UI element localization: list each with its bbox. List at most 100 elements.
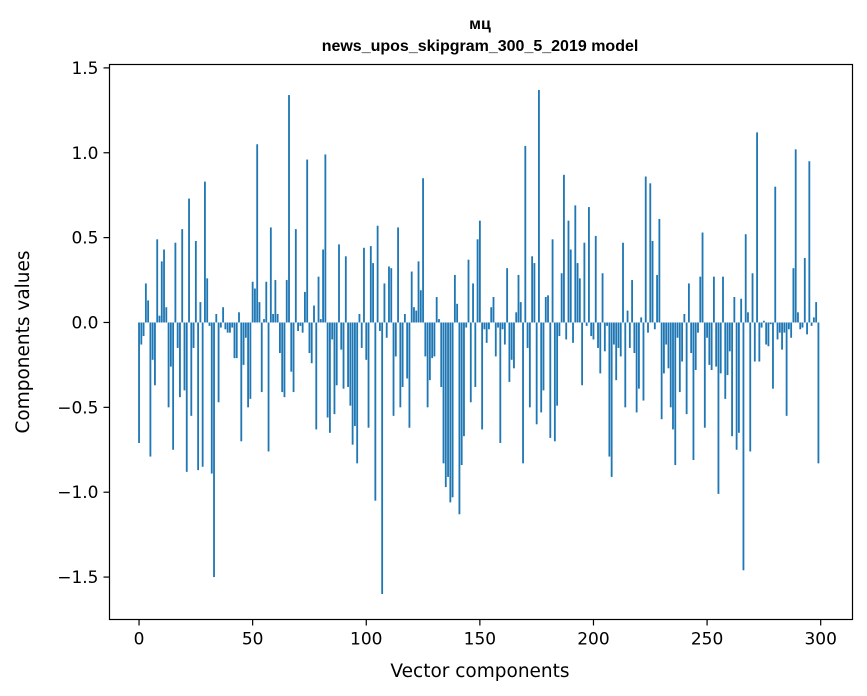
bar (463, 322, 465, 437)
bar (508, 322, 511, 382)
bar (144, 283, 147, 323)
bar (540, 322, 543, 413)
bar (149, 322, 152, 457)
bar (583, 242, 586, 323)
bar (301, 322, 304, 333)
bar (787, 322, 790, 330)
bar (815, 302, 818, 323)
bar (201, 322, 204, 467)
bar (158, 315, 161, 323)
bar (549, 322, 552, 438)
bar (712, 276, 715, 323)
bar (694, 322, 697, 370)
bar (483, 322, 486, 330)
bar (428, 322, 431, 381)
bar (481, 322, 484, 430)
y-tick-label: 1.0 (71, 144, 98, 164)
bar (167, 322, 170, 408)
bar (760, 322, 763, 328)
bar (240, 322, 243, 442)
bar (669, 322, 672, 408)
bar (569, 249, 572, 323)
bar (315, 322, 318, 430)
bar (547, 295, 549, 323)
bar (676, 322, 679, 338)
bar (590, 322, 593, 337)
bar (522, 322, 524, 464)
plot-frame (108, 63, 854, 621)
bar (758, 322, 761, 362)
bar (272, 314, 275, 323)
bar (183, 322, 186, 391)
bar (279, 322, 281, 354)
bar (338, 244, 340, 323)
bar (174, 242, 177, 323)
bar (753, 322, 756, 362)
bar (585, 322, 588, 326)
bar (588, 207, 590, 323)
bar (644, 176, 647, 323)
bar (574, 205, 577, 323)
bar (319, 319, 322, 323)
bar (378, 322, 381, 331)
bar (492, 297, 495, 323)
bar (151, 322, 154, 360)
x-axis-label: Vector components (390, 661, 569, 682)
bar (635, 322, 638, 413)
bar (597, 322, 599, 348)
bar (667, 322, 670, 369)
bar (419, 290, 422, 323)
bar (222, 307, 225, 323)
bar (147, 300, 150, 323)
bar (217, 322, 220, 403)
bar (388, 266, 390, 323)
bar (247, 322, 250, 408)
bar (376, 225, 379, 323)
bar (533, 263, 536, 323)
bar (299, 322, 302, 326)
bar (592, 322, 595, 340)
bar (765, 322, 768, 345)
x-tick-label: 150 (464, 630, 496, 650)
bar (313, 305, 315, 323)
bar (172, 322, 175, 450)
y-axis-ticks: −1.5 −1.0 −0.5 0.0 0.5 1.0 1.5 (57, 59, 110, 588)
bar (188, 198, 190, 323)
bar (324, 154, 327, 323)
bar (749, 322, 752, 452)
bar (774, 186, 777, 323)
bar (728, 322, 731, 352)
bar (433, 322, 436, 357)
bar (365, 322, 368, 360)
bar (778, 322, 781, 333)
bar (224, 322, 227, 330)
bar (722, 276, 724, 323)
bar (556, 322, 559, 406)
bar (503, 322, 506, 345)
bar (656, 274, 658, 323)
bar (276, 314, 279, 323)
bar-series (138, 89, 820, 595)
bar (799, 322, 802, 330)
bar (219, 322, 222, 328)
bar (797, 312, 799, 323)
bar (353, 322, 356, 427)
x-tick-label: 50 (242, 630, 264, 650)
bar (331, 322, 334, 340)
bar (737, 322, 740, 433)
x-tick-label: 250 (691, 630, 723, 650)
bar (731, 322, 733, 437)
bar (617, 322, 620, 348)
bar (513, 322, 515, 369)
bar (390, 268, 393, 323)
bar (810, 322, 813, 326)
bar (440, 322, 443, 387)
bar (663, 322, 665, 374)
bar (363, 247, 365, 323)
bar (465, 322, 468, 328)
bar (358, 314, 361, 323)
bar (285, 280, 288, 323)
bar (603, 322, 606, 352)
bar (199, 302, 202, 323)
